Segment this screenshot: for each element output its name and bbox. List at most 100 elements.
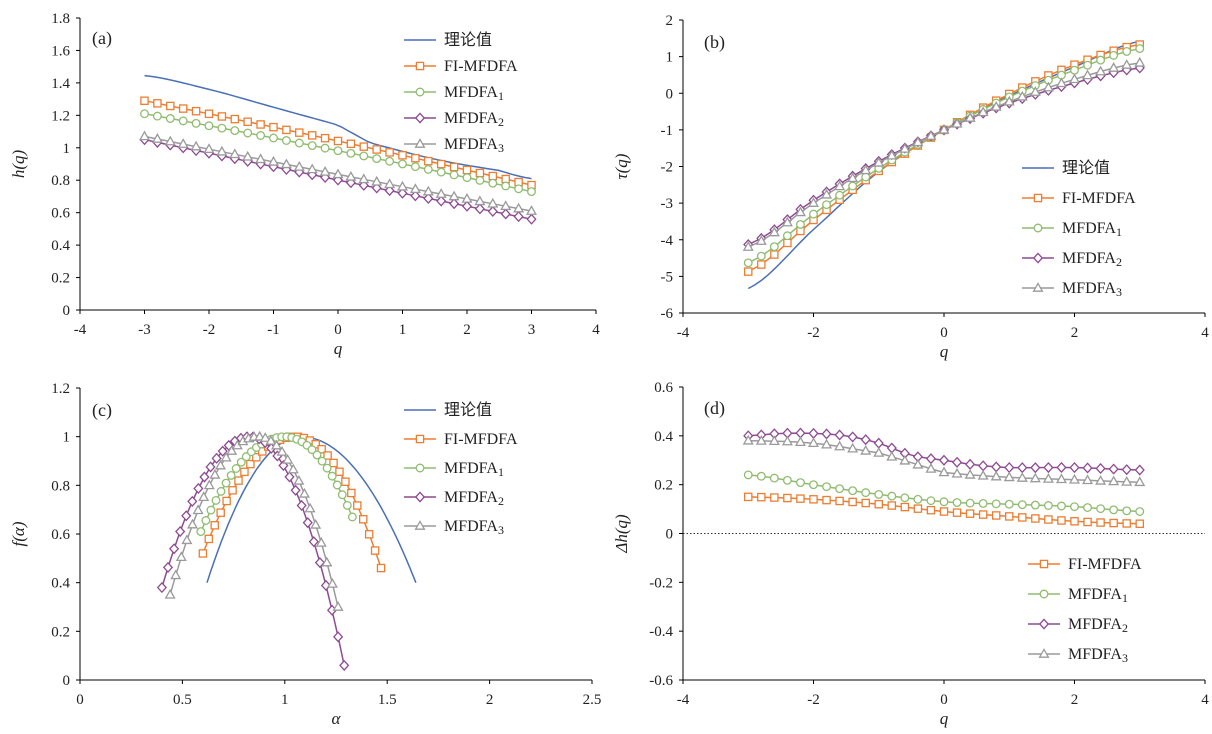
data-point-fi	[204, 534, 214, 544]
data-point-m3	[209, 468, 221, 479]
data-point-m3	[164, 135, 176, 146]
legend: 理论值 FI-MFDFA MFDFA1 MFDFA2 MFDFA3	[404, 401, 518, 537]
data-point-m2	[938, 454, 950, 466]
data-point-m3	[886, 149, 898, 160]
legend-label-theory: 理论值	[444, 401, 492, 419]
x-tick-label: 4	[592, 322, 600, 338]
data-point-fi	[900, 502, 910, 512]
data-point-m3	[899, 142, 911, 153]
data-point-m1	[320, 143, 330, 153]
data-point-m3	[1029, 472, 1041, 483]
y-tick-label: 1.2	[51, 108, 70, 124]
data-point-m1	[848, 181, 858, 191]
data-point-m1	[178, 116, 188, 126]
legend-label-m2: MFDFA2	[444, 110, 504, 129]
series-m3	[138, 130, 538, 215]
y-tick-label: -5	[661, 269, 674, 285]
data-point-fi	[210, 521, 220, 530]
data-point-fi	[783, 238, 792, 248]
data-point-m1	[294, 138, 304, 148]
data-point-m1	[204, 121, 214, 131]
data-point-m2	[991, 461, 1002, 473]
legend-marker-m1	[1033, 223, 1043, 233]
data-point-fi	[835, 496, 844, 506]
data-point-m3	[1082, 474, 1094, 485]
data-point-m3	[807, 437, 820, 448]
series-m3	[742, 434, 1146, 487]
data-point-m3	[755, 235, 767, 245]
y-tick-label: 0.6	[51, 206, 70, 222]
data-point-fi	[1135, 519, 1145, 528]
y-tick-label: 0	[666, 527, 674, 543]
data-point-m3	[280, 158, 292, 169]
y-tick-label: 0	[63, 303, 71, 319]
data-point-fi	[488, 171, 498, 181]
data-point-m1	[1109, 50, 1119, 60]
data-point-fi	[475, 168, 485, 178]
legend-label-fi: FI-MFDFA	[444, 431, 518, 448]
data-point-m3	[525, 205, 538, 215]
data-point-m1	[835, 484, 845, 494]
data-point-fi	[848, 497, 857, 507]
data-point-m3	[1108, 475, 1120, 486]
series-fi	[744, 492, 1145, 528]
data-point-m1	[359, 151, 369, 161]
data-point-fi	[295, 128, 304, 137]
legend-label-m3: MFDFA3	[1068, 646, 1128, 665]
x-tick-label: 4	[1201, 692, 1209, 708]
data-point-m3	[138, 130, 151, 141]
data-point-m2	[302, 517, 313, 529]
data-point-m1	[488, 178, 498, 188]
data-point-m1	[221, 478, 231, 488]
y-tick-label: 1.6	[51, 43, 70, 59]
data-point-m1	[978, 499, 988, 508]
data-point-m3	[1055, 473, 1067, 484]
data-point-m3	[860, 444, 872, 455]
data-point-m1	[281, 136, 291, 145]
data-point-m3	[1134, 56, 1146, 67]
data-point-m3	[255, 153, 267, 164]
data-point-fi	[353, 501, 362, 510]
data-point-m3	[1082, 69, 1094, 80]
series-m2	[139, 134, 537, 225]
data-point-m1	[782, 231, 792, 241]
data-point-m3	[298, 487, 310, 498]
data-point-m1	[1135, 507, 1145, 516]
data-point-fi	[991, 511, 1001, 520]
data-point-m1	[269, 133, 278, 143]
data-point-m1	[333, 146, 343, 156]
y-tick-label: -0.4	[649, 624, 673, 640]
data-point-fi	[243, 117, 252, 127]
data-point-m3	[1055, 77, 1067, 88]
legend: 理论值 FI-MFDFA MFDFA1 MFDFA2 MFDFA3	[1022, 159, 1136, 299]
data-point-m3	[229, 148, 241, 159]
data-point-m3	[1042, 473, 1054, 483]
x-tick-label: 2	[486, 692, 494, 708]
data-point-fi	[887, 501, 897, 510]
x-axis-label: q	[334, 339, 343, 358]
data-point-m3	[977, 469, 989, 480]
data-point-m1	[385, 156, 395, 166]
data-point-m2	[449, 198, 460, 210]
y-tick-label: 1	[666, 50, 674, 66]
data-point-m2	[808, 427, 819, 439]
data-point-m3	[282, 453, 294, 464]
data-point-fi	[874, 499, 884, 509]
x-tick-label: 2	[1071, 325, 1079, 341]
x-tick-label: -4	[677, 325, 690, 341]
chart-panel-3: -0.6 -0.4 -0.2 0 0.2 0.4 0.6 -4 -2 0 2 4 q Δh(q) (d) FI…	[612, 380, 1209, 728]
x-axis-label: q	[940, 709, 949, 728]
data-point-fi	[140, 96, 149, 105]
legend-label-m3: MFDFA3	[444, 136, 504, 155]
y-axis-label: f(α)	[9, 521, 28, 546]
y-tick-label: 0	[63, 673, 71, 689]
data-point-m2	[278, 459, 289, 472]
data-point-m3	[319, 165, 331, 176]
legend-label-m1: MFDFA1	[1062, 220, 1122, 239]
data-point-m3	[925, 130, 937, 140]
data-point-m1	[796, 219, 805, 229]
data-point-fi	[398, 151, 407, 160]
legend-marker-fi	[415, 61, 425, 71]
legend-label-m1: MFDFA1	[1068, 586, 1128, 605]
data-point-m2	[181, 510, 192, 522]
